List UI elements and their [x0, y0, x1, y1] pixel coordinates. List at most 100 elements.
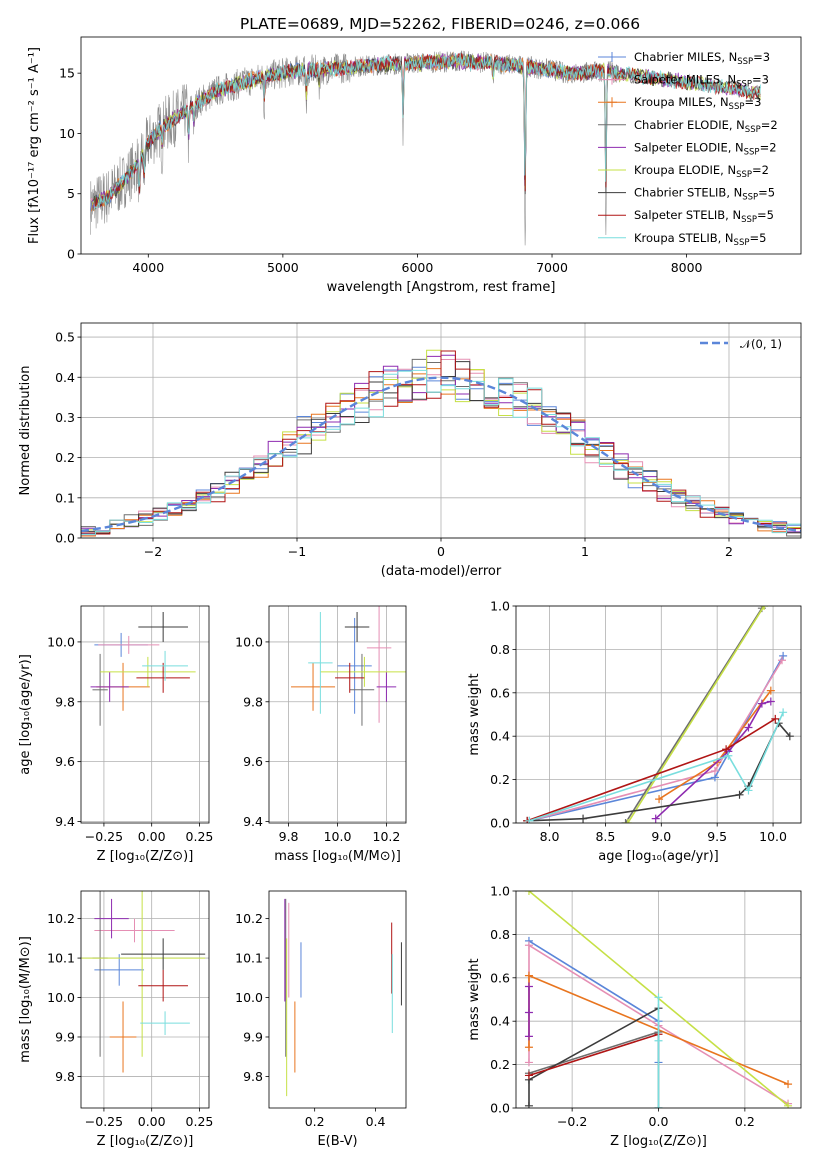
legend-n: =2	[761, 118, 778, 132]
plot-area	[291, 606, 406, 726]
x-tick-label: 0.25	[186, 1114, 214, 1129]
legend-label: 𝒩(0, 1)	[740, 337, 782, 351]
errorbar-point	[90, 671, 129, 702]
y-tick-label: 10.1	[235, 951, 263, 966]
x-tick-label: 4000	[132, 260, 164, 275]
normal-curve	[81, 376, 801, 533]
plot-area	[284, 898, 402, 1097]
panel-mass-vs-Z: −0.25 0.00 0.25 9.8 9.9 10.0 10.1 10.2 Z [log₁₀(…	[18, 890, 214, 1149]
errorbar-point	[140, 1011, 190, 1036]
errorbar-point	[81, 891, 206, 1057]
y-tick-label: 9.8	[243, 694, 263, 709]
y-axis-label: mass weight	[467, 958, 482, 1040]
plus-marker	[785, 732, 794, 741]
x-tick-label: 0	[437, 544, 445, 559]
legend-subscript: SSP	[745, 125, 761, 135]
y-tick-label: 9.6	[243, 754, 263, 769]
legend-n: =3	[744, 95, 761, 109]
spectrum-legend: Chabrier MILES, NSSP=3 Salpeter MILES, NS…	[598, 50, 778, 248]
y-tick-label: 10.2	[47, 911, 75, 926]
errorbar-point	[92, 653, 108, 726]
residual-legend: 𝒩(0, 1)	[700, 337, 782, 351]
errorbar-point	[94, 898, 129, 939]
x-tick-label: 9.8	[279, 829, 299, 844]
x-tick-label: 0.25	[186, 829, 214, 844]
axes-frame	[515, 605, 802, 824]
grid	[81, 606, 209, 823]
errorbar-point	[376, 671, 397, 702]
x-tick-label: 9.5	[707, 829, 727, 844]
x-tick-label: 10.0	[324, 829, 352, 844]
y-axis-label: Flux [fλ10⁻¹⁷ erg cm⁻² s⁻¹ A⁻¹]	[27, 47, 42, 244]
plot-area	[524, 891, 793, 1108]
y-tick-label: 9.4	[55, 814, 75, 829]
y-tick-label: 9.6	[55, 754, 75, 769]
plus-marker	[735, 790, 744, 799]
legend-label: Salpeter ELODIE, NSSP=2	[634, 140, 777, 157]
y-tick-label: 0.6	[490, 685, 510, 700]
errorbar-point	[349, 653, 375, 726]
x-tick-label: 2	[725, 544, 733, 559]
series-kroupa-elodie	[627, 606, 765, 823]
x-tick-label: −1	[288, 544, 306, 559]
axes-frame	[80, 605, 210, 824]
panel-age-vs-mass: 9.8 10.0 10.2 9.4 9.6 9.8 10.0 mass [log₁₀(M/M⊙…	[235, 605, 407, 864]
x-tick-label: −0.25	[85, 829, 123, 844]
x-tick-label: 0.0	[649, 1114, 669, 1129]
plus-marker	[621, 819, 630, 823]
plus-marker	[654, 1104, 663, 1108]
x-axis-label: Z [log₁₀(Z/Z⊙)]	[97, 849, 194, 864]
legend-n: =2	[752, 163, 769, 177]
y-tick-label: 0.2	[490, 1057, 510, 1072]
plus-marker	[579, 814, 588, 823]
plus-marker	[760, 606, 769, 610]
x-axis-label: Z [log₁₀(Z/Z⊙)]	[610, 1134, 707, 1149]
y-tick-label: 9.8	[55, 694, 75, 709]
plus-marker	[784, 1101, 793, 1108]
y-tick-label: 0.2	[55, 450, 75, 465]
plus-marker	[623, 819, 632, 823]
panel-spectrum: 4000 5000 6000 7000 8000 0 5 10 15 wavelength [An…	[27, 36, 802, 295]
x-tick-label: −0.2	[557, 1114, 587, 1129]
y-tick-label: 0.2	[490, 772, 510, 787]
x-axis-label: wavelength [Angstrom, rest frame]	[327, 280, 556, 295]
plus-marker	[744, 723, 753, 732]
errorbar-point	[344, 611, 370, 642]
errorbar-point	[94, 918, 175, 943]
axes-frame	[515, 890, 802, 1109]
x-tick-label: 0.00	[138, 1114, 166, 1129]
plus-marker	[524, 1043, 533, 1052]
legend-label: Kroupa STELIB, NSSP=5	[634, 231, 766, 248]
errorbar-point	[366, 606, 392, 723]
x-tick-label: 8.0	[540, 829, 560, 844]
y-axis-label: age [log₁₀(age/yr)]	[18, 654, 33, 775]
legend-marker	[607, 74, 617, 85]
plus-marker	[524, 1032, 533, 1041]
panel-residuals: −2 −1 0 1 2 0.0 0.1 0.2 0.3 0.4 0.5 (data-model)/er…	[18, 322, 802, 579]
errorbar-point	[308, 611, 333, 714]
y-tick-label: 10.2	[235, 911, 263, 926]
x-tick-label: 1	[581, 544, 589, 559]
axes-frame	[268, 890, 407, 1109]
plus-marker	[651, 814, 660, 823]
y-tick-label: 0.0	[490, 1101, 510, 1116]
series-salpeter-stelib	[528, 1033, 659, 1077]
plus-marker	[524, 891, 533, 895]
y-tick-label: 0.8	[490, 642, 510, 657]
y-tick-label: 0	[67, 247, 75, 262]
plus-marker	[524, 971, 533, 980]
x-tick-label: 0.4	[366, 1114, 386, 1129]
x-tick-label: 5000	[267, 260, 299, 275]
legend-n: =3	[752, 73, 769, 87]
plus-marker	[757, 699, 766, 708]
grid	[269, 606, 406, 823]
y-tick-label: 0.4	[490, 1014, 510, 1029]
plus-marker	[784, 1080, 793, 1089]
plot-area	[89, 50, 762, 246]
errorbar-point	[100, 656, 196, 687]
x-tick-label: 0.2	[735, 1114, 755, 1129]
plus-marker	[722, 745, 731, 754]
errorbar-point	[121, 938, 206, 970]
x-tick-label: −0.25	[85, 1114, 123, 1129]
